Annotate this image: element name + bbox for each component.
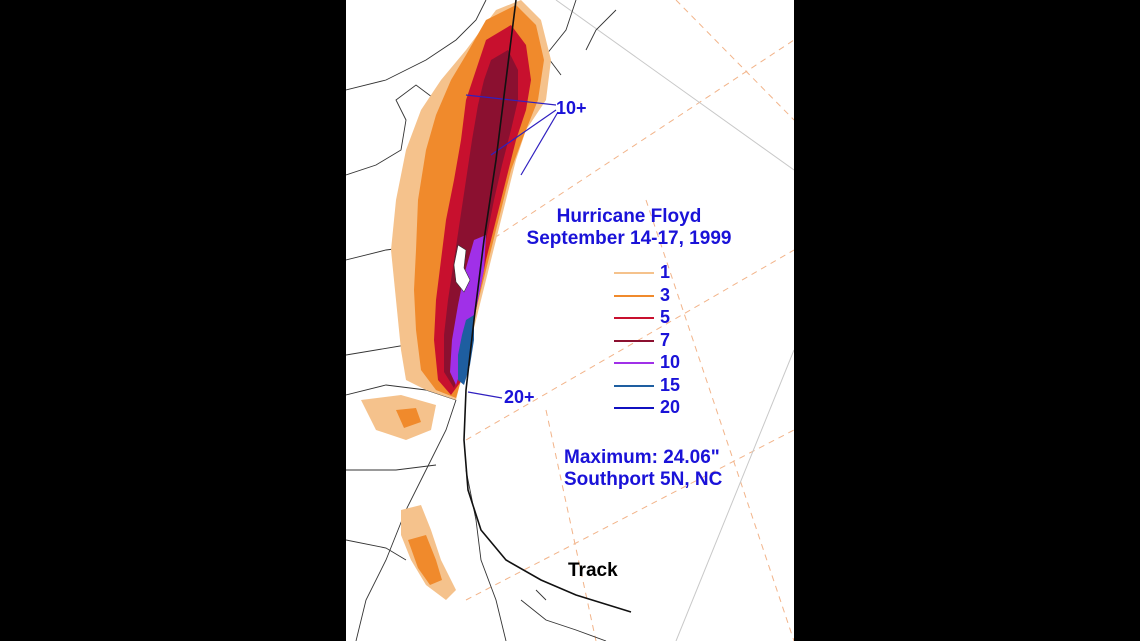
map-subtitle: September 14-17, 1999	[526, 228, 732, 249]
legend-swatch	[614, 272, 654, 274]
rain-patch-carolina	[361, 395, 436, 440]
maximum-location: Southport 5N, NC	[564, 469, 723, 490]
hurricane-track	[463, 0, 632, 613]
legend-value: 5	[660, 307, 671, 327]
maximum-value: Maximum: 24.06"	[564, 447, 720, 468]
left-letterbox	[0, 0, 346, 641]
legend-value: 3	[660, 284, 671, 305]
legend-swatch	[614, 384, 654, 387]
rain-band-10	[450, 235, 486, 385]
legend-swatch	[614, 294, 654, 297]
legend-swatch	[614, 317, 654, 319]
legend-value: 15	[660, 374, 681, 395]
legend-value: 20	[660, 397, 681, 417]
track-label: Track	[568, 560, 618, 581]
boundary-lines	[555, 0, 794, 641]
map-graphic	[346, 0, 794, 641]
rainfall-map: Hurricane Floyd September 14-17, 1999 1 …	[346, 0, 794, 641]
legend-swatch	[614, 339, 654, 342]
right-letterbox	[794, 0, 1140, 641]
graticule	[465, 0, 794, 641]
chesapeake-bay	[453, 244, 471, 293]
legend-swatch	[614, 407, 654, 409]
rain-patch-florida-3	[408, 535, 442, 585]
legend-value: 1	[660, 262, 671, 282]
annotation-20-plus: 20+	[504, 387, 535, 407]
map-title: Hurricane Floyd	[556, 206, 702, 227]
legend-value: 7	[660, 329, 671, 350]
legend-value: 10	[660, 352, 681, 372]
annotation-arrows	[465, 94, 559, 399]
rain-patch-carolina-3	[396, 408, 421, 428]
rain-band-15	[458, 315, 474, 385]
annotation-10-plus: 10+	[556, 98, 587, 118]
legend-swatch	[614, 362, 654, 364]
